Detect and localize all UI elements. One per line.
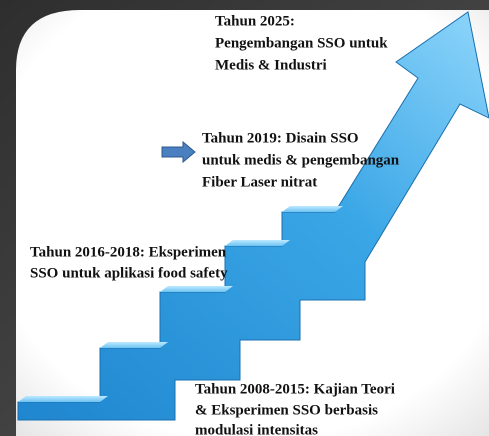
milestone-text: Tahun 2019: Disain SSO <box>202 130 359 146</box>
milestone-text: Tahun 2016-2018: Eksperimen <box>30 244 227 260</box>
milestone-text: Pengembangan SSO untuk <box>215 35 388 51</box>
step-top <box>18 396 108 402</box>
milestone-text: Tahun 2008-2015: Kajian Teori <box>195 381 395 397</box>
milestone-text: Medis & Industri <box>215 57 327 73</box>
milestone-text: modulasi intensitas <box>195 422 318 436</box>
step-top <box>225 240 290 246</box>
milestone-text: & Eksperimen SSO berbasis <box>195 402 378 418</box>
milestone-text: untuk medis & pengembangan <box>202 152 400 168</box>
milestone-text: Tahun 2025: <box>215 13 295 29</box>
step-top <box>282 206 343 212</box>
step-top <box>100 342 168 348</box>
step-top <box>160 286 233 292</box>
milestone-text: SSO untuk aplikasi food safety <box>30 265 228 281</box>
diagram: Tahun 2025: Pengembangan SSO untuk Medis… <box>0 0 489 436</box>
milestone-text: Fiber Laser nitrat <box>202 174 317 190</box>
